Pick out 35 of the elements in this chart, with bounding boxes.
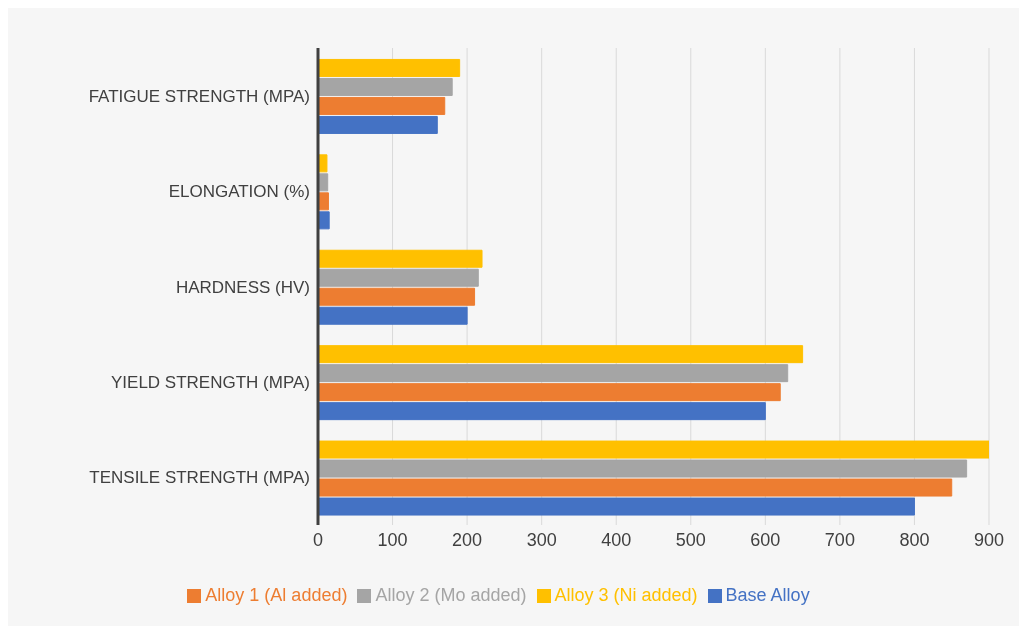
x-tick-label: 0: [312, 529, 324, 550]
bar: [318, 249, 483, 268]
y-tick-label: HARDNESS (HV): [175, 277, 310, 297]
x-tick-label: 300: [526, 529, 557, 550]
bar: [318, 77, 453, 96]
bar: [318, 383, 781, 402]
legend-label: Alloy 2 (Mo added): [375, 585, 527, 605]
bar: [318, 440, 989, 459]
x-tick-label: 700: [824, 529, 855, 550]
x-tick-label: 600: [750, 529, 781, 550]
bar: [318, 115, 438, 134]
x-tick-label: 400: [601, 529, 632, 550]
x-tick-label: 900: [973, 529, 1005, 550]
y-tick-label: TENSILE STRENGTH (MPA): [89, 468, 310, 488]
y-tick-label: FATIGUE STRENGTH (MPA): [88, 86, 310, 106]
x-tick-label: 200: [452, 529, 483, 550]
x-tick-label: 800: [899, 529, 930, 550]
bar: [318, 58, 461, 77]
bar: [318, 268, 479, 287]
bar: [318, 364, 789, 383]
bar: [318, 459, 968, 478]
bar: [318, 96, 446, 115]
y-tick-label: ELONGATION (%): [168, 182, 310, 202]
bar: [318, 497, 915, 516]
bar: [318, 345, 804, 364]
bar: [318, 287, 476, 306]
legend-label: Base Alloy: [725, 585, 810, 605]
bar: [318, 402, 766, 421]
y-tick-label: YIELD STRENGTH (MPA): [111, 372, 310, 392]
x-tick-label: 500: [675, 529, 706, 550]
legend-label: Alloy 3 (Ni added): [554, 585, 698, 605]
bar: [318, 306, 468, 325]
bar: [318, 478, 953, 497]
legend-label: Alloy 1 (Al added): [205, 585, 348, 605]
x-tick-label: 100: [377, 529, 408, 550]
